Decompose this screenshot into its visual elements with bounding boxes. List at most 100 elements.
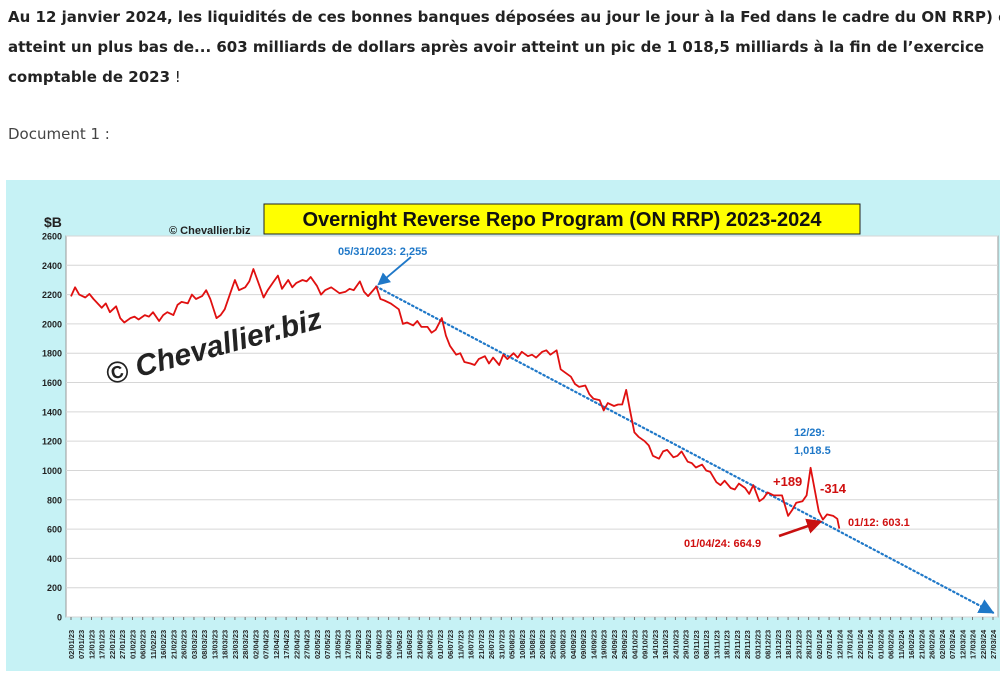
x-tick-label: 16/07/23	[467, 630, 476, 659]
y-tick-label: 1800	[42, 349, 62, 359]
x-tick-label: 26/07/23	[487, 630, 496, 659]
x-tick-label: 31/07/23	[497, 630, 506, 659]
x-tick-label: 21/06/23	[415, 630, 424, 659]
x-tick-label: 11/06/23	[395, 630, 404, 659]
x-tick-label: 21/02/24	[917, 629, 926, 659]
x-tick-label: 03/11/23	[692, 630, 701, 659]
y-tick-label: 2400	[42, 261, 62, 271]
y-tick-label: 1200	[42, 437, 62, 447]
y-tick-label: 2600	[42, 232, 62, 242]
x-tick-label: 27/04/23	[303, 630, 312, 659]
x-tick-label: 02/01/24	[815, 629, 824, 659]
x-tick-label: 29/09/23	[620, 630, 629, 659]
y-tick-label: 800	[47, 495, 62, 505]
x-tick-label: 01/02/24	[876, 629, 885, 659]
x-tick-label: 09/09/23	[579, 630, 588, 659]
x-tick-label: 12/01/24	[835, 629, 844, 659]
x-tick-label: 07/05/23	[323, 630, 332, 659]
y-tick-label: 400	[47, 554, 62, 564]
x-tick-label: 03/03/23	[190, 630, 199, 659]
chart-frame: 0 200 400 600 800 1000 1200 1400 1600 1800 2000 220…	[6, 180, 1000, 671]
annotation-peak-dec-value: 1,018.5	[794, 445, 831, 457]
x-tick-label: 07/04/23	[262, 630, 271, 659]
x-tick-label: 13/12/23	[774, 630, 783, 659]
x-tick-label: 19/09/23	[600, 630, 609, 659]
annotation-plus-189: +189	[773, 474, 802, 489]
annotation-jan04: 01/04/24: 664.9	[684, 538, 761, 550]
y-tick-label: 1400	[42, 407, 62, 417]
y-tick-label: 600	[47, 525, 62, 535]
paragraph-line-3-text: comptable de 2023	[8, 68, 171, 86]
rrp-chart: 0 200 400 600 800 1000 1200 1400 1600 1800 2000 220…	[42, 203, 999, 659]
x-tick-label: 01/06/23	[374, 630, 383, 659]
annotation-low-jan12: 01/12: 603.1	[848, 517, 910, 529]
x-tick-label: 07/01/24	[825, 629, 834, 659]
y-tick-label: 1000	[42, 466, 62, 476]
x-tick-label: 27/03/24	[989, 629, 998, 659]
x-tick-label: 29/10/23	[682, 630, 691, 659]
x-axis: 02/01/23 07/01/23 12/01/23 17/01/23 22/01/23…	[67, 617, 998, 659]
grid-lines	[66, 235, 998, 618]
x-tick-label: 18/11/23	[723, 630, 732, 659]
paragraph-end: !	[170, 68, 181, 86]
document-label: Document 1 :	[8, 125, 110, 143]
x-tick-label: 12/04/23	[272, 630, 281, 659]
x-tick-label: 30/08/23	[559, 630, 568, 659]
x-tick-label: 11/02/24	[897, 629, 906, 659]
x-tick-label: 18/03/23	[221, 630, 230, 659]
x-tick-label: 21/02/23	[169, 630, 178, 659]
x-tick-label: 02/04/23	[251, 630, 260, 659]
chart-title-box: Overnight Reverse Repo Program (ON RRP) …	[263, 203, 861, 235]
x-tick-label: 18/12/23	[784, 630, 793, 659]
x-tick-label: 02/03/24	[938, 629, 947, 659]
x-tick-label: 12/01/23	[87, 630, 96, 659]
x-tick-label: 23/11/23	[733, 630, 742, 659]
x-tick-label: 06/02/24	[887, 629, 896, 659]
paragraph-line-2: atteint un plus bas de... 603 milliards …	[8, 38, 985, 56]
x-tick-label: 24/10/23	[671, 630, 680, 659]
x-tick-label: 13/03/23	[210, 630, 219, 659]
y-tick-label: 0	[57, 613, 62, 623]
x-tick-label: 17/04/23	[282, 630, 291, 659]
x-tick-label: 17/03/24	[969, 629, 978, 659]
x-tick-label: 27/01/23	[118, 630, 127, 659]
x-tick-label: 13/11/23	[712, 630, 721, 659]
x-tick-label: 24/09/23	[610, 630, 619, 659]
x-tick-label: 15/08/23	[528, 630, 537, 659]
x-tick-label: 02/05/23	[313, 630, 322, 659]
arrow-jan04	[778, 518, 823, 538]
trend-line	[375, 285, 995, 614]
y-axis-label: $B	[44, 214, 62, 230]
x-tick-label: 19/10/23	[661, 630, 670, 659]
x-tick-label: 17/01/23	[98, 630, 107, 659]
x-tick-label: 26/02/23	[180, 630, 189, 659]
x-tick-label: 22/05/23	[354, 630, 363, 659]
trend-dotted-line	[375, 285, 995, 614]
x-tick-label: 11/07/23	[456, 630, 465, 659]
y-tick-label: 200	[47, 583, 62, 593]
y-axis: 0 200 400 600 800 1000 1200 1400 1600 1800 2000 220…	[42, 232, 62, 623]
annotation-peak-may: 05/31/2023: 2,255	[338, 246, 427, 258]
x-tick-label: 26/06/23	[426, 630, 435, 659]
y-tick-label: 2000	[42, 319, 62, 329]
x-tick-label: 12/03/24	[958, 629, 967, 659]
chart-title: Overnight Reverse Repo Program (ON RRP) …	[302, 209, 822, 231]
arrow-peak-may	[377, 256, 412, 286]
x-tick-label: 04/09/23	[569, 630, 578, 659]
x-tick-label: 14/09/23	[589, 630, 598, 659]
x-tick-label: 28/12/23	[805, 630, 814, 659]
y-tick-label: 2200	[42, 290, 62, 300]
x-tick-label: 14/10/23	[651, 630, 660, 659]
x-tick-label: 22/01/24	[856, 629, 865, 659]
x-tick-label: 16/02/23	[159, 630, 168, 659]
annotation-arrows	[377, 256, 823, 538]
annotation-peak-dec-label: 12/29:	[794, 427, 825, 439]
x-tick-label: 12/05/23	[333, 630, 342, 659]
x-tick-label: 16/02/24	[907, 629, 916, 659]
x-tick-label: 06/06/23	[385, 630, 394, 659]
paragraph-line-3: comptable de 2023 !	[8, 62, 1000, 92]
x-tick-label: 03/12/23	[753, 630, 762, 659]
x-tick-label: 06/07/23	[446, 630, 455, 659]
annotations: 05/31/2023: 2,255 12/29: 1,018.5 +189 -3…	[338, 246, 910, 550]
x-tick-label: 23/03/23	[231, 630, 240, 659]
